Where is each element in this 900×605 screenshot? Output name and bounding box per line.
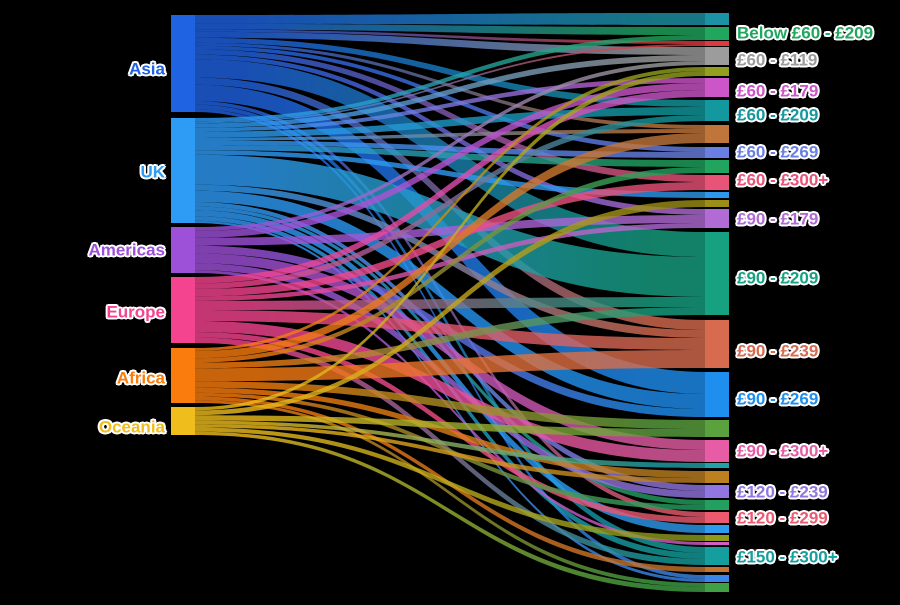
sankey-link-uk-r21 <box>195 202 705 491</box>
sankey-link-uk-r7 <box>195 129 705 141</box>
sankey-node-r19 <box>705 463 729 468</box>
sankey-link-asia-r10 <box>195 49 705 183</box>
sankey-link-africa-r20 <box>195 387 705 478</box>
sankey-link-oceania-r12 <box>195 200 705 416</box>
sankey-link-oceania-r30 <box>195 431 705 592</box>
sankey-link-uk-r2 <box>195 44 705 124</box>
sankey-node-r17 <box>705 420 729 437</box>
sankey-link-americas-r5 <box>195 83 705 238</box>
sankey-node-r27 <box>705 547 729 565</box>
sankey-links-layer <box>195 13 705 592</box>
sankey-link-oceania-r25 <box>195 427 705 541</box>
sankey-link-asia-r1 <box>195 23 705 35</box>
sankey-link-asia-r7 <box>195 42 705 130</box>
sankey-link-africa-r7 <box>195 133 705 359</box>
sankey-node-r22 <box>705 500 729 510</box>
sankey-link-asia-r6 <box>195 37 705 107</box>
sankey-node-r24 <box>705 525 729 533</box>
sankey-node-r1 <box>705 27 729 40</box>
sankey-nodes-layer <box>171 13 729 592</box>
sankey-node-r6 <box>705 100 729 121</box>
sankey-node-r20 <box>705 471 729 483</box>
sankey-node-americas <box>171 227 195 273</box>
sankey-link-europe-r14 <box>195 297 705 310</box>
sankey-link-uk-r8 <box>195 140 705 158</box>
sankey-node-r30 <box>705 583 729 592</box>
sankey-node-r25 <box>705 535 729 541</box>
sankey-node-r11 <box>705 192 729 198</box>
sankey-node-r13 <box>705 209 729 228</box>
sankey-node-r0 <box>705 13 729 25</box>
sankey-node-r28 <box>705 567 729 572</box>
sankey-link-asia-r3 <box>195 31 705 55</box>
sankey-link-europe-r18 <box>195 321 705 462</box>
sankey-node-r7 <box>705 125 729 143</box>
sankey-node-r15 <box>705 320 729 368</box>
sankey-link-asia-r2 <box>195 29 705 44</box>
sankey-link-europe-r5 <box>195 90 705 284</box>
sankey-link-oceania-r20 <box>195 424 705 483</box>
sankey-node-r5 <box>705 78 729 97</box>
sankey-link-africa-r4 <box>195 67 705 351</box>
sankey-link-uk-r14 <box>195 154 705 297</box>
sankey-link-europe-r13 <box>195 223 705 301</box>
sankey-link-uk-r3 <box>195 55 705 128</box>
sankey-node-europe <box>171 277 195 343</box>
sankey-node-r9 <box>705 160 729 173</box>
sankey-node-r23 <box>705 512 729 523</box>
sankey-link-asia-r8 <box>195 45 705 153</box>
sankey-link-uk-r11 <box>195 150 705 198</box>
sankey-link-oceania-r4 <box>195 71 705 411</box>
sankey-node-africa <box>171 348 195 403</box>
sankey-node-r18 <box>705 440 729 462</box>
sankey-node-r21 <box>705 485 729 498</box>
sankey-node-r2 <box>705 41 729 46</box>
sankey-node-r10 <box>705 175 729 190</box>
sankey-node-uk <box>171 118 195 223</box>
sankey-node-r26 <box>705 542 729 545</box>
sankey-link-africa-r17 <box>195 381 705 429</box>
sankey-link-americas-r21 <box>195 263 705 498</box>
sankey-node-r14 <box>705 232 729 315</box>
sankey-link-oceania-r19 <box>195 420 705 468</box>
sankey-node-r4 <box>705 67 729 76</box>
sankey-link-africa-r14 <box>195 307 705 369</box>
sankey-node-r3 <box>705 47 729 65</box>
sankey-link-asia-r0 <box>195 13 705 25</box>
sankey-node-oceania <box>171 407 195 435</box>
sankey-node-r12 <box>705 200 729 207</box>
sankey-link-oceania-r17 <box>195 415 705 437</box>
sankey-node-asia <box>171 15 195 112</box>
sankey-link-uk-r1 <box>195 35 705 122</box>
sankey-link-europe-r6 <box>195 115 705 289</box>
sankey-link-africa-r30 <box>195 400 705 587</box>
sankey-link-americas-r3 <box>195 61 705 231</box>
sankey-link-africa-r9 <box>195 167 705 363</box>
sankey-link-americas-r18 <box>195 253 705 450</box>
sankey-node-r8 <box>705 147 729 158</box>
sankey-link-uk-r5 <box>195 78 705 132</box>
sankey-node-r29 <box>705 575 729 582</box>
sankey-node-r16 <box>705 372 729 417</box>
